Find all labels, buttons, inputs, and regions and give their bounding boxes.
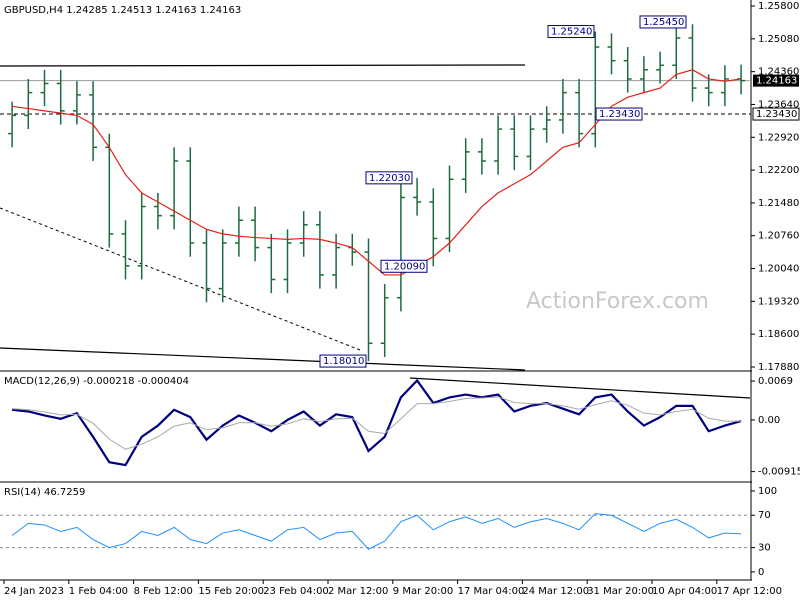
y-tick-label: -0.009158 xyxy=(758,467,800,478)
annotation-label: 1.22030 xyxy=(369,173,410,184)
x-tick-label: 15 Feb 20:00 xyxy=(198,586,264,597)
y-tick-label: 1.25800 xyxy=(758,1,799,12)
x-tick-label: 24 Mar 12:00 xyxy=(522,586,589,597)
annotation-box xyxy=(380,259,428,273)
x-tick-label: 2 Mar 12:00 xyxy=(328,586,388,597)
y-tick-label: 1.20760 xyxy=(758,231,799,242)
y-tick-label: 70 xyxy=(758,510,771,521)
y-tick-label: 0 xyxy=(758,567,764,578)
x-tick-label: 17 Apr 12:00 xyxy=(717,586,782,597)
y-tick-label: 30 xyxy=(758,543,771,554)
panel-title: RSI(14) 46.7259 xyxy=(4,487,85,498)
annotation-box xyxy=(595,107,643,121)
x-tick-label: 24 Jan 2023 xyxy=(4,586,64,597)
y-tick-label: 0.00 xyxy=(758,415,780,426)
x-tick-label: 9 Mar 20:00 xyxy=(393,586,453,597)
trend-line xyxy=(0,64,526,67)
y-tick-label: 100 xyxy=(758,486,777,497)
indicator-line xyxy=(11,513,742,550)
panel-title: MACD(12,26,9) -0.000218 -0.000404 xyxy=(4,376,189,387)
y-tick-label: 0.0069 xyxy=(758,376,793,387)
moving-average xyxy=(12,69,742,276)
y-tick-label: 1.23640 xyxy=(758,99,799,110)
chart-title: GBPUSD,H4 1.24285 1.24513 1.24163 1.2416… xyxy=(4,5,241,16)
annotation-label: 1.25450 xyxy=(643,17,684,28)
x-tick-label: 17 Mar 04:00 xyxy=(458,586,525,597)
y-tick-label: 1.25080 xyxy=(758,34,799,45)
y-tick-label: 1.18600 xyxy=(758,329,799,340)
annotation-box xyxy=(547,25,595,39)
watermark: ActionForex.com xyxy=(526,289,709,314)
y-tick-label: 1.22200 xyxy=(758,165,799,176)
trend-line xyxy=(409,377,751,399)
x-tick-label: 23 Feb 04:00 xyxy=(263,586,329,597)
y-tick-label: 1.21480 xyxy=(758,198,799,209)
annotation-box xyxy=(365,171,413,185)
trend-line xyxy=(0,347,526,371)
y-tick-label: 1.17880 xyxy=(758,362,799,373)
x-tick-label: 1 Feb 04:00 xyxy=(69,586,128,597)
x-tick-label: 10 Apr 04:00 xyxy=(652,586,717,597)
annotation-box xyxy=(639,15,687,29)
annotation-label: 1.23430 xyxy=(599,109,640,120)
annotation-label: 1.18010 xyxy=(323,356,364,367)
y-tick-label: 1.19320 xyxy=(758,296,799,307)
annotation-label: 1.20090 xyxy=(384,261,425,272)
annotation-box xyxy=(319,354,367,368)
x-tick-label: 8 Feb 12:00 xyxy=(134,586,193,597)
y-tick-label: 1.22920 xyxy=(758,132,799,143)
annotation-label: 1.25240 xyxy=(551,27,592,38)
x-tick-label: 31 Mar 20:00 xyxy=(587,586,654,597)
level-box xyxy=(752,107,800,121)
y-tick-label: 1.24360 xyxy=(758,67,799,78)
level-label: 1.23430 xyxy=(756,109,797,120)
price-label: 1.24163 xyxy=(756,76,797,87)
price-box xyxy=(753,74,799,87)
y-tick-label: 1.20040 xyxy=(758,264,799,275)
trend-line xyxy=(0,207,361,351)
indicator-line xyxy=(12,396,742,450)
